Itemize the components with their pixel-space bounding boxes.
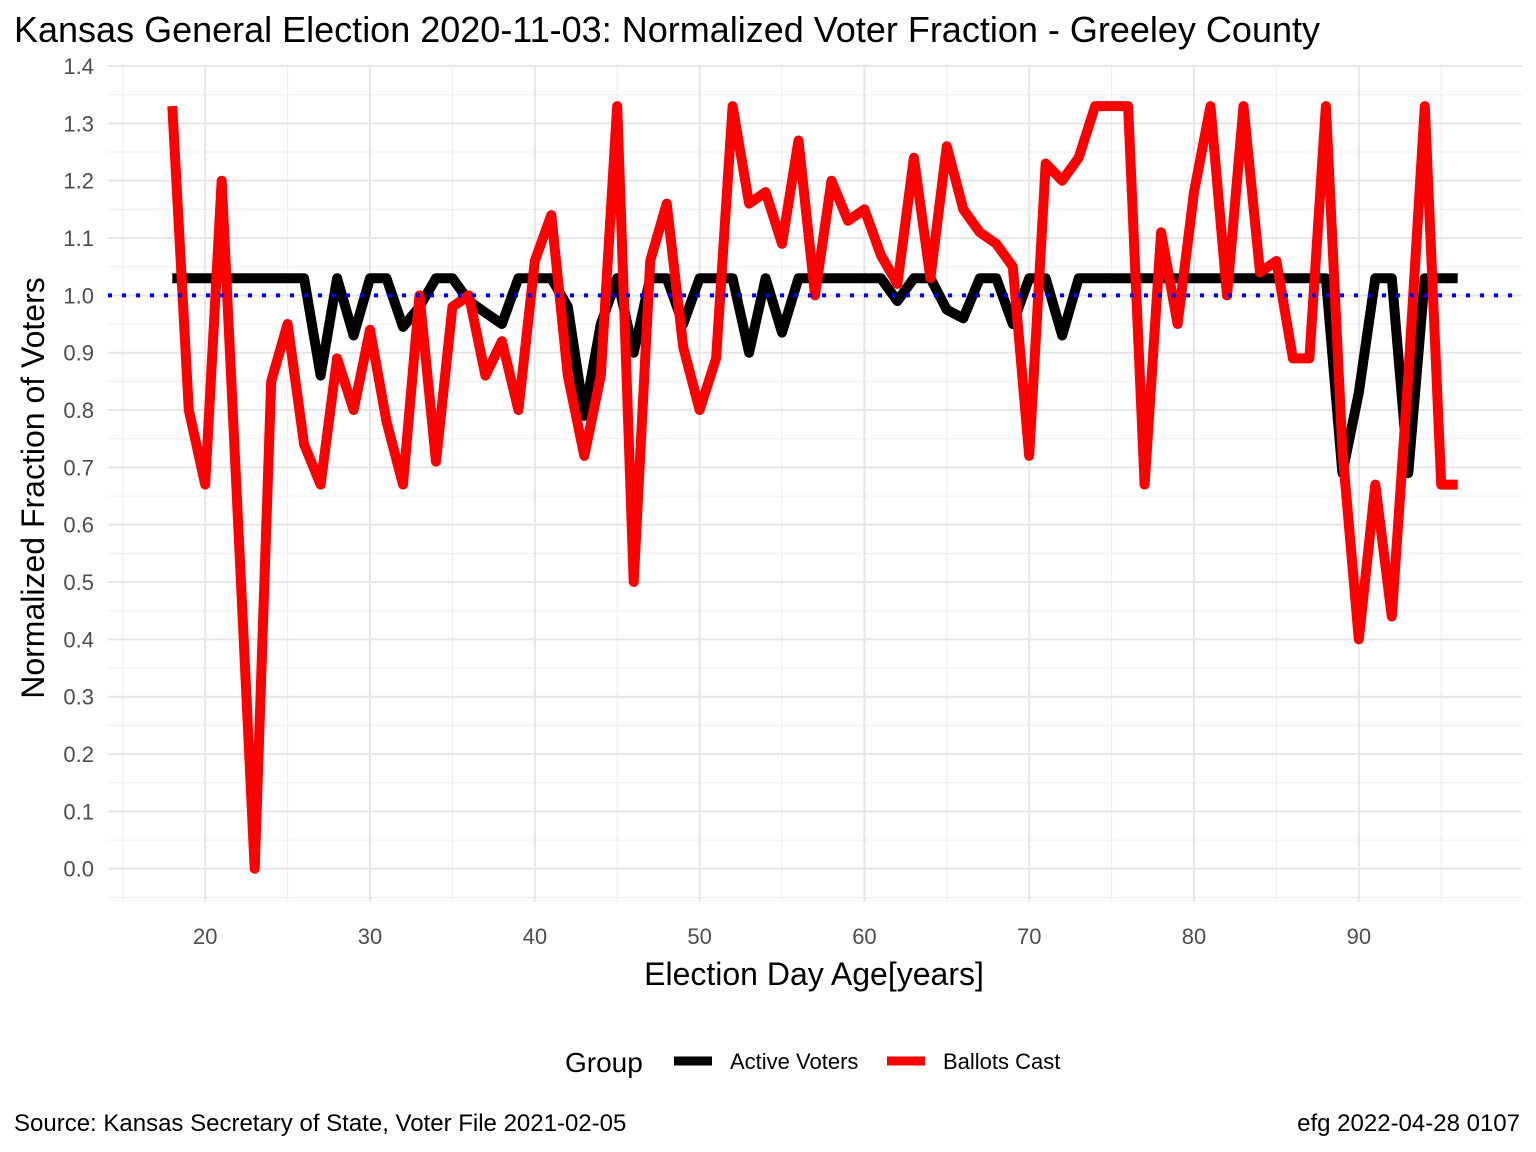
legend-label-active-voters: Active Voters <box>730 1049 858 1074</box>
x-tick-label: 60 <box>852 924 876 949</box>
x-tick-label: 50 <box>687 924 711 949</box>
x-tick-label: 30 <box>358 924 382 949</box>
series-line-ballots-cast <box>167 101 1458 874</box>
x-tick-label: 70 <box>1017 924 1041 949</box>
x-axis-title: Election Day Age[years] <box>644 956 984 992</box>
y-tick-label: 1.4 <box>63 54 94 79</box>
y-tick-label: 0.7 <box>63 455 94 480</box>
x-tick-labels: 20 30 40 50 60 70 80 90 <box>193 924 1371 949</box>
series-lines <box>167 101 1458 874</box>
caption-credit: efg 2022-04-28 0107 <box>1297 1110 1520 1137</box>
y-tick-label: 1.0 <box>63 283 94 308</box>
y-axis-title: Normalized Fraction of Voters <box>15 277 51 699</box>
grid <box>108 65 1522 902</box>
x-tick-label: 20 <box>193 924 217 949</box>
y-tick-label: 1.3 <box>63 111 94 136</box>
x-tick-label: 80 <box>1182 924 1206 949</box>
caption-source: Source: Kansas Secretary of State, Voter… <box>14 1110 626 1137</box>
y-tick-label: 0.4 <box>63 627 94 652</box>
y-tick-label: 0.1 <box>63 799 94 824</box>
legend-title: Group <box>565 1047 643 1078</box>
x-tick-label: 40 <box>523 924 547 949</box>
y-tick-label: 0.0 <box>63 857 94 882</box>
x-tick-label: 90 <box>1347 924 1371 949</box>
legend-label-ballots-cast: Ballots Cast <box>943 1049 1060 1074</box>
legend: Group Active Voters Ballots Cast <box>565 1047 1060 1078</box>
y-tick-labels: 0.0 0.1 0.2 0.3 0.4 0.5 0.6 0.7 0.8 0.9 1.0 1.1 1.2 1… <box>63 54 94 882</box>
y-tick-label: 0.5 <box>63 570 94 595</box>
y-tick-label: 1.1 <box>63 226 94 251</box>
y-tick-label: 1.2 <box>63 169 94 194</box>
y-tick-label: 0.3 <box>63 685 94 710</box>
y-tick-label: 0.6 <box>63 513 94 538</box>
chart-title: Kansas General Election 2020-11-03: Norm… <box>14 9 1320 50</box>
y-tick-label: 0.8 <box>63 398 94 423</box>
y-tick-label: 0.9 <box>63 341 94 366</box>
y-tick-label: 0.2 <box>63 742 94 767</box>
